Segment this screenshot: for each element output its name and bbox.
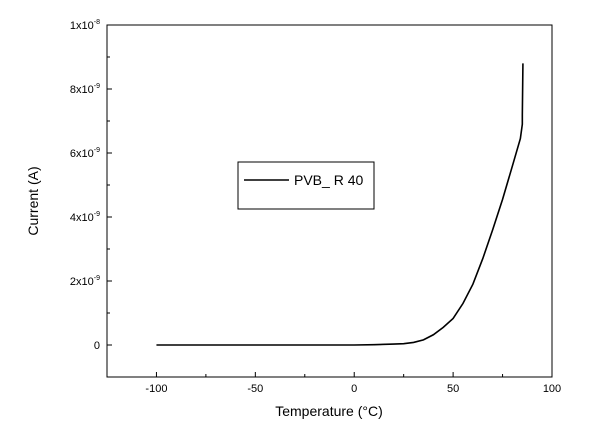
x-axis-ticks: -100 -50 0 50 100 — [106, 372, 561, 395]
y-axis-title: Current (A) — [25, 166, 41, 235]
x-tick-label: -100 — [145, 383, 167, 395]
legend-box — [237, 161, 375, 210]
legend-label: PVB_ R 40 — [294, 172, 363, 188]
legend: PVB_ R 40 — [237, 161, 375, 210]
x-tick-label: -50 — [247, 383, 263, 395]
x-tick-label: 50 — [447, 383, 459, 395]
plot-frame — [106, 24, 553, 378]
y-tick-label: 8x10-9 — [70, 83, 100, 96]
y-tick-label: 2x10-9 — [70, 275, 100, 288]
y-tick-label: 4x10-9 — [70, 211, 100, 224]
series-line-pvb-r40 — [156, 63, 524, 346]
y-tick-label: 0 — [94, 340, 100, 352]
y-tick-label: 6x10-9 — [70, 147, 100, 160]
y-tick-label: 1x10-8 — [70, 19, 100, 32]
x-tick-label: 100 — [543, 383, 561, 395]
x-axis-title: Temperature (°C) — [275, 403, 383, 419]
y-axis-ticks: 0 2x10-9 4x10-9 6x10-9 8x10-9 1x10-8 — [70, 19, 112, 378]
x-tick-label: 0 — [351, 383, 357, 395]
